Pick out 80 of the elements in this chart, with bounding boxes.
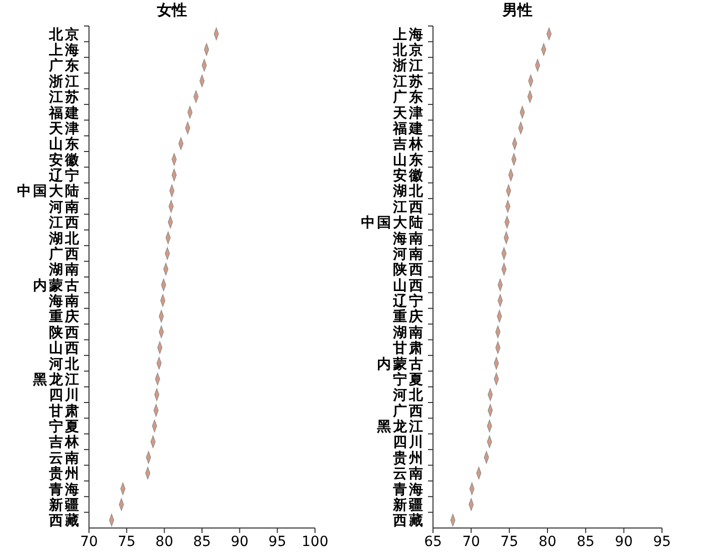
y-tick-label: 西藏 (392, 513, 425, 530)
y-tick-label: 云南 (393, 466, 425, 482)
y-tick-label: 山东 (393, 151, 425, 168)
y-tick-label: 四川 (49, 388, 81, 404)
y-tick-label: 重庆 (48, 308, 81, 326)
y-tick-label: 广西 (392, 402, 425, 420)
x-tick-label: 85 (193, 534, 211, 550)
y-tick-label: 湖北 (48, 230, 81, 247)
y-tick-label: 江西 (48, 215, 81, 232)
x-tick-label: 100 (302, 534, 328, 550)
y-tick-label: 吉林 (48, 434, 81, 451)
y-tick-label: 辽宁 (392, 292, 425, 310)
y-tick-label: 贵州 (48, 466, 81, 482)
y-tick-label: 河南 (392, 246, 425, 262)
x-tick-label: 65 (424, 534, 442, 550)
y-tick-label: 新疆 (392, 496, 425, 514)
y-tick-label: 云南 (49, 450, 81, 466)
y-tick-label: 海南 (48, 294, 81, 310)
y-tick-label: 西藏 (48, 513, 81, 530)
y-tick-label: 陕西 (49, 324, 81, 341)
y-tick-label: 甘肃 (48, 403, 81, 420)
y-tick-label: 北京 (48, 26, 81, 43)
chart-title: 女性 (156, 1, 187, 19)
y-tick-label: 天津 (392, 105, 425, 122)
y-tick-label: 河北 (392, 388, 425, 404)
x-tick-label: 90 (614, 534, 633, 550)
y-tick-label: 海南 (392, 230, 425, 247)
y-tick-label: 上海 (48, 42, 81, 59)
y-tick-label: 新疆 (48, 496, 81, 514)
y-tick-label: 中国大陆 (361, 215, 425, 232)
chart-title: 男性 (502, 1, 532, 19)
x-tick-label: 70 (462, 534, 480, 550)
x-tick-label: 90 (230, 534, 249, 550)
y-tick-label: 湖南 (48, 262, 81, 278)
y-tick-label: 湖南 (392, 324, 425, 341)
y-tick-label: 贵州 (392, 450, 425, 466)
x-tick-label: 75 (500, 534, 518, 550)
y-tick-label: 江苏 (48, 90, 81, 106)
y-tick-label: 辽宁 (48, 167, 81, 184)
y-tick-label: 安徽 (49, 151, 81, 168)
y-tick-label: 内蒙古 (33, 278, 81, 294)
y-tick-label: 北京 (392, 42, 425, 59)
x-tick-label: 95 (268, 534, 286, 550)
y-tick-label: 江西 (392, 199, 425, 216)
x-tick-label: 85 (576, 534, 595, 550)
y-tick-label: 青海 (392, 482, 425, 498)
y-tick-label: 福建 (392, 120, 425, 137)
y-tick-label: 陕西 (393, 262, 425, 278)
y-tick-label: 内蒙古 (377, 356, 425, 372)
y-tick-label: 宁夏 (393, 370, 425, 388)
y-tick-label: 浙江 (392, 58, 425, 74)
y-tick-label: 福建 (48, 104, 81, 122)
y-tick-label: 安徽 (393, 167, 425, 184)
y-tick-label: 河南 (48, 199, 81, 216)
y-tick-label: 山东 (49, 136, 81, 153)
x-tick-label: 80 (538, 534, 556, 550)
y-tick-label: 吉林 (392, 136, 425, 153)
y-tick-label: 河北 (48, 356, 81, 372)
y-tick-label: 四川 (393, 434, 425, 451)
y-tick-label: 青海 (48, 482, 81, 498)
y-tick-label: 黑龙江 (376, 419, 425, 436)
y-tick-label: 广西 (48, 245, 81, 262)
y-tick-label: 黑龙江 (32, 372, 81, 388)
x-tick-label: 75 (118, 534, 136, 550)
y-tick-label: 重庆 (392, 308, 425, 326)
y-tick-label: 天津 (48, 120, 81, 137)
y-tick-label: 山西 (49, 340, 81, 357)
y-tick-label: 广东 (48, 57, 81, 74)
y-tick-label: 宁夏 (49, 418, 81, 436)
y-tick-label: 上海 (392, 26, 425, 43)
y-tick-label: 中国大陆 (17, 184, 81, 200)
x-tick-label: 70 (80, 534, 98, 550)
y-tick-label: 湖北 (392, 184, 425, 200)
y-tick-label: 江苏 (392, 74, 425, 90)
y-tick-label: 甘肃 (392, 340, 425, 357)
x-tick-label: 95 (653, 534, 671, 550)
y-tick-label: 广东 (392, 88, 425, 106)
x-tick-label: 80 (155, 534, 174, 550)
y-tick-label: 浙江 (48, 74, 81, 90)
y-tick-label: 山西 (393, 278, 425, 294)
